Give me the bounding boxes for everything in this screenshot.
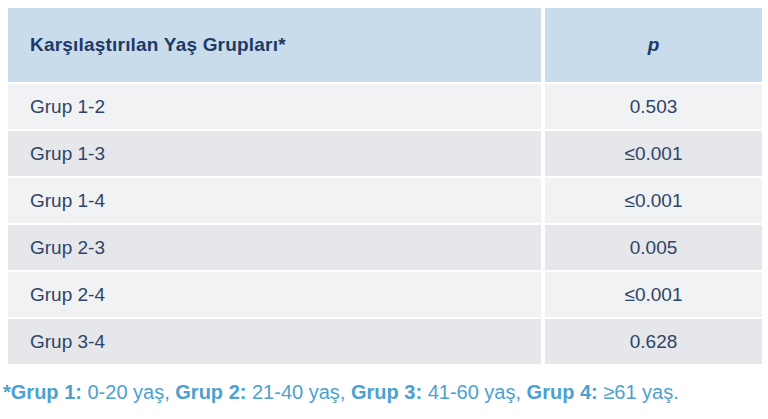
page: Karşılaştırılan Yaş Grupları* p Grup 1-2… <box>0 0 768 419</box>
footnote-group3-value: 41-60 yaş, <box>422 381 527 403</box>
group-cell: Grup 1-4 <box>8 178 541 223</box>
header-group-column: Karşılaştırılan Yaş Grupları* <box>8 8 541 82</box>
table-row: Grup 1-3 ≤0.001 <box>8 131 762 176</box>
group-cell: Grup 1-2 <box>8 84 541 129</box>
footnote-group1-label: Grup 1: <box>11 381 82 403</box>
footnote-group2-value: 21-40 yaş, <box>246 381 351 403</box>
footnote-group3-label: Grup 3: <box>351 381 422 403</box>
p-value-cell: 0.503 <box>545 84 762 129</box>
footnote-group4-value: ≥61 yaş. <box>598 381 679 403</box>
p-value-cell: ≤0.001 <box>545 272 762 317</box>
footnote-group4-label: Grup 4: <box>527 381 598 403</box>
group-cell: Grup 1-3 <box>8 131 541 176</box>
p-value-cell: ≤0.001 <box>545 131 762 176</box>
footnote-group1-value: 0-20 yaş, <box>82 381 175 403</box>
table-header-row: Karşılaştırılan Yaş Grupları* p <box>8 8 762 82</box>
table-footnote: *Grup 1: 0-20 yaş, Grup 2: 21-40 yaş, Gr… <box>3 381 679 404</box>
table-row: Grup 1-2 0.503 <box>8 84 762 129</box>
header-p-column: p <box>545 8 762 82</box>
table-row: Grup 3-4 0.628 <box>8 319 762 364</box>
p-value-cell: ≤0.001 <box>545 178 762 223</box>
table-row: Grup 2-4 ≤0.001 <box>8 272 762 317</box>
group-cell: Grup 2-3 <box>8 225 541 270</box>
p-value-cell: 0.005 <box>545 225 762 270</box>
table-row: Grup 2-3 0.005 <box>8 225 762 270</box>
p-value-cell: 0.628 <box>545 319 762 364</box>
comparison-table: Karşılaştırılan Yaş Grupları* p Grup 1-2… <box>8 8 762 364</box>
table-row: Grup 1-4 ≤0.001 <box>8 178 762 223</box>
group-cell: Grup 2-4 <box>8 272 541 317</box>
footnote-marker: * <box>3 381 11 403</box>
group-cell: Grup 3-4 <box>8 319 541 364</box>
footnote-group2-label: Grup 2: <box>175 381 246 403</box>
